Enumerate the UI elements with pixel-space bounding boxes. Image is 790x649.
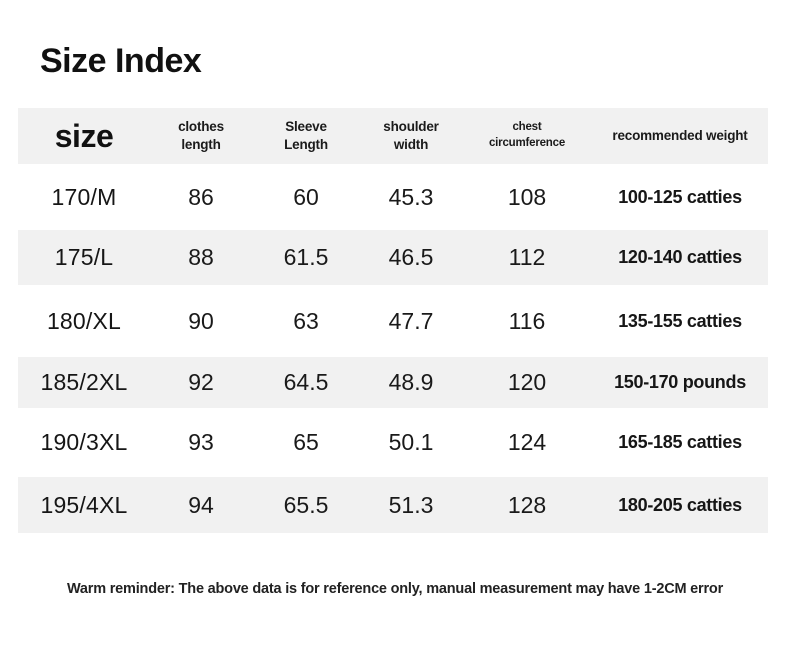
recommended-weight-cell: 150-170 pounds [614,372,746,392]
chest-circumference-cell: 124 [507,429,547,455]
chest-circumference-cell: 116 [508,307,546,334]
sleeve-length-cell: 60 [293,183,319,210]
chest-circumference-cell: 120 [507,369,547,395]
clothes-length-cell: 90 [188,307,214,334]
table-row: 195/4XL 94 65.5 51.3 128 180-205 catties [18,477,768,533]
size-cell: 180/XL [46,307,122,334]
warm-reminder-note: Warm reminder: The above data is for ref… [66,581,724,597]
table-row: 185/2XL 92 64.5 48.9 120 150-170 pounds [18,357,768,408]
sleeve-length-cell: 64.5 [283,369,329,395]
clothes-length-cell: 86 [188,183,214,210]
page-title: Size Index [40,42,202,80]
shoulder-width-cell: 50.1 [388,429,434,455]
table-row: 180/XL 90 63 47.7 116 135-155 catties [18,285,768,357]
size-cell: 185/2XL [40,369,128,395]
column-header-sleeve-length: Sleeve Length [284,118,328,152]
size-cell: 170/M [51,183,117,210]
sleeve-length-cell: 63 [293,307,319,334]
table-header-row: size clothes length Sleeve Length should… [18,108,768,164]
column-header-size: size [54,117,114,154]
column-header-recommended-weight: recommended weight [612,127,748,143]
recommended-weight-cell: 135-155 catties [618,310,742,331]
chest-circumference-cell: 108 [507,183,547,210]
column-header-shoulder-width: shoulder width [383,118,439,152]
shoulder-width-cell: 46.5 [388,244,434,270]
size-cell: 175/L [54,244,114,270]
shoulder-width-cell: 51.3 [388,491,434,518]
column-header-clothes-length: clothes length [178,118,224,152]
column-header-chest-circumference: chest circumference [488,121,566,149]
table-row: 175/L 88 61.5 46.5 112 120-140 catties [18,230,768,285]
chest-circumference-cell: 112 [508,244,546,270]
clothes-length-cell: 93 [188,429,214,455]
shoulder-width-cell: 47.7 [388,307,434,334]
sleeve-length-cell: 61.5 [283,244,329,270]
clothes-length-cell: 94 [188,491,214,518]
size-cell: 195/4XL [40,491,128,518]
clothes-length-cell: 92 [188,369,214,395]
sleeve-length-cell: 65.5 [283,491,329,518]
table-row: 190/3XL 93 65 50.1 124 165-185 catties [18,408,768,477]
chest-circumference-cell: 128 [507,491,547,518]
shoulder-width-cell: 48.9 [388,369,434,395]
size-cell: 190/3XL [40,429,128,455]
recommended-weight-cell: 100-125 catties [618,186,742,207]
recommended-weight-cell: 180-205 catties [618,494,742,515]
table-row: 170/M 86 60 45.3 108 100-125 catties [18,164,768,230]
recommended-weight-cell: 165-185 catties [618,432,742,452]
shoulder-width-cell: 45.3 [388,183,434,210]
recommended-weight-cell: 120-140 catties [618,247,742,267]
clothes-length-cell: 88 [188,244,214,270]
sleeve-length-cell: 65 [293,429,319,455]
size-table: size clothes length Sleeve Length should… [18,108,768,533]
